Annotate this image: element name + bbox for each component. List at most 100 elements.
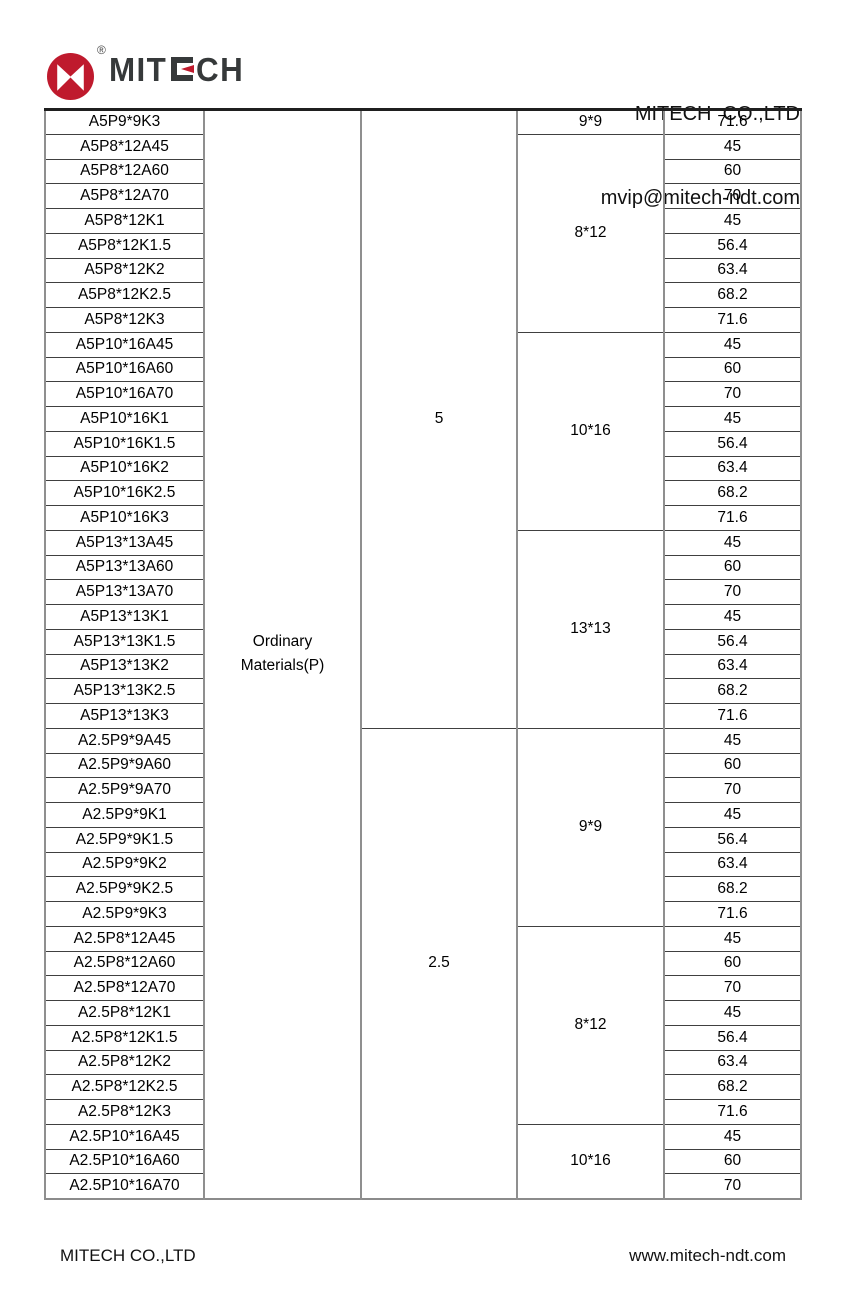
size-cell: 8*12 [516,925,665,1125]
angle-cell-text: 56.4 [717,632,748,650]
angle-cell: 60 [663,950,802,977]
table-row: A5P8*12A45 8*12 45 [44,133,802,333]
angle-cell: 63.4 [663,653,802,680]
table-row: A2.5P9*9A45 2.5 9*9 45 [44,727,802,1200]
angle-cell: 68.2 [663,1074,802,1100]
model-cell-text: A2.5P10*16A60 [69,1152,180,1170]
mitech-logo-icon [47,53,94,100]
model-cell: A5P8*12A70 [44,183,205,209]
angle-cell-text: 45 [723,211,742,229]
frequency-cell-text: 2.5 [428,954,450,972]
model-cell-text: A5P10*16K1 [80,409,169,427]
model-cell: A5P13*13A60 [44,554,205,581]
angle-cell-text: 45 [723,1003,742,1021]
table-row: A5P8*12K1 45 [44,208,802,234]
model-cell: A5P13*13K2 [44,653,205,680]
size-cell: 10*16 [516,331,665,531]
model-cell-text: A2.5P9*9K2.5 [75,880,174,898]
model-cell-text: A2.5P9*9K1.5 [75,830,174,848]
model-cell-text: A5P13*13K1 [80,607,169,625]
model-cell: A5P13*13K1.5 [44,628,205,655]
size-cell-text: 9*9 [578,818,603,836]
angle-cell: 45 [663,133,802,160]
wordmark-suffix: CH [196,50,245,88]
table-row: A5P10*16A60 60 [44,356,802,383]
table-row: A2.5P8*12A70 70 [44,975,802,1001]
model-cell-text: A2.5P8*12K1 [77,1003,172,1021]
angle-cell: 71.6 [663,901,802,927]
angle-cell-text: 68.2 [717,682,748,700]
angle-cell: 70 [663,579,802,605]
probe-spec-table: A5P9*9K3 Ordinary Materials(P) 5 9*9 71.6 A5P… [44,108,802,1200]
model-cell-text: A2.5P8*12K1.5 [71,1028,178,1046]
angle-cell: 71.6 [663,109,802,135]
model-cell: A5P8*12A60 [44,158,205,185]
angle-cell: 68.2 [663,876,802,902]
model-cell: A5P13*13A70 [44,579,205,605]
table-row: A2.5P8*12K1 45 [44,1000,802,1026]
angle-cell: 45 [663,925,802,952]
model-cell: A2.5P9*9K3 [44,901,205,927]
model-cell-text: A2.5P8*12A70 [73,979,176,997]
model-cell: A2.5P10*16A70 [44,1173,205,1199]
angle-cell: 45 [663,208,802,234]
angle-cell-text: 68.2 [717,286,748,304]
model-cell: A2.5P8*12K2 [44,1049,205,1076]
angle-cell: 45 [663,529,802,556]
angle-cell: 70 [663,777,802,803]
size-cell: 9*9 [516,109,665,135]
angle-cell-text: 45 [723,409,742,427]
registered-trademark-icon: ® [97,43,106,57]
table-row: A5P8*12K2 63.4 [44,257,802,284]
model-cell-text: A2.5P8*12K2.5 [71,1078,178,1096]
angle-cell-text: 70 [723,187,742,205]
model-cell: A5P8*12K2 [44,257,205,284]
model-cell-text: A5P13*13K3 [80,706,169,724]
angle-cell: 56.4 [663,628,802,655]
model-cell-text: A2.5P9*9A45 [77,731,172,749]
model-cell-text: A5P8*12K1.5 [77,236,172,254]
angle-cell: 63.4 [663,257,802,284]
table-row: A2.5P9*9K1.5 56.4 [44,826,802,853]
model-cell: A2.5P10*16A60 [44,1148,205,1175]
angle-cell-text: 71.6 [717,1102,748,1120]
angle-cell: 70 [663,183,802,209]
angle-cell: 60 [663,356,802,383]
model-cell-text: A5P8*12K3 [84,310,165,328]
angle-cell-text: 70 [723,1176,742,1194]
model-cell-text: A5P10*16A45 [75,335,174,353]
model-cell: A2.5P8*12A60 [44,950,205,977]
model-cell: A2.5P9*9K1 [44,802,205,828]
footer-company: MITECH CO.,LTD [60,1246,196,1265]
model-cell: A2.5P8*12K1.5 [44,1024,205,1051]
angle-cell-text: 63.4 [717,261,748,279]
angle-cell-text: 71.6 [717,113,748,131]
angle-cell: 63.4 [663,455,802,482]
model-cell-text: A5P13*13A60 [75,558,174,576]
angle-cell: 45 [663,1123,802,1150]
angle-cell: 63.4 [663,851,802,878]
table-row: A5P8*12K3 71.6 [44,307,802,333]
model-cell: A2.5P9*9K1.5 [44,826,205,853]
table-row: A5P10*16K1.5 56.4 [44,430,802,457]
angle-cell-text: 45 [723,1127,742,1145]
table-row: A5P13*13K2.5 68.2 [44,678,802,704]
table-row: A5P13*13K1.5 56.4 [44,628,802,655]
angle-cell: 45 [663,406,802,432]
model-cell-text: A2.5P9*9K2 [82,855,167,873]
model-cell-text: A5P8*12A60 [80,162,169,180]
model-cell-text: A5P8*12K2.5 [77,286,172,304]
angle-cell: 71.6 [663,307,802,333]
model-cell: A5P13*13K2.5 [44,678,205,704]
table-row: A5P8*12K2.5 68.2 [44,282,802,308]
model-cell-text: A5P10*16A70 [75,385,174,403]
frequency-cell-text: 5 [434,410,444,428]
model-cell: A5P10*16A60 [44,356,205,383]
table-row: A5P10*16K1 45 [44,406,802,432]
angle-cell-text: 60 [723,756,742,774]
model-cell-text: A2.5P9*9K3 [82,904,167,922]
angle-cell: 56.4 [663,232,802,259]
table-row: A5P13*13A60 60 [44,554,802,581]
angle-cell: 56.4 [663,1024,802,1051]
